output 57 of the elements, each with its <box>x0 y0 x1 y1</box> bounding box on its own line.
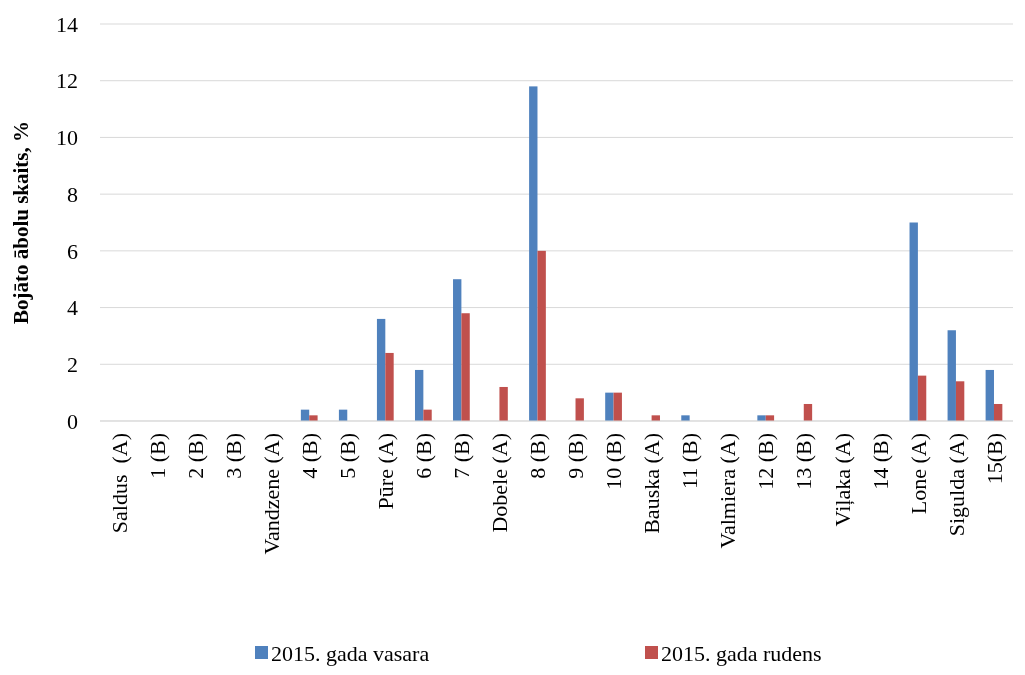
bar <box>414 369 424 421</box>
bar <box>955 381 965 421</box>
bar <box>309 415 318 421</box>
bar <box>537 250 546 421</box>
x-tick-label: Sigulda (A) <box>943 433 969 537</box>
x-tick-label: 4 (B) <box>296 433 322 479</box>
bar <box>993 403 1003 421</box>
bar <box>575 398 584 421</box>
x-tick-label: Valmiera (A) <box>715 433 741 549</box>
x-tick-label: 9 (B) <box>563 433 589 479</box>
bar <box>917 375 927 421</box>
x-tick-label: 6 (B) <box>411 433 437 479</box>
legend-label: 2015. gada vasara <box>271 640 430 666</box>
bar <box>499 386 508 421</box>
x-tick-label: 15(B) <box>981 433 1007 485</box>
x-tick-label: 11 (B) <box>677 433 703 490</box>
x-tick-label: 2 (B) <box>182 433 208 479</box>
bar <box>681 415 690 421</box>
x-tick-label: Bauska (A) <box>639 433 665 534</box>
bar <box>453 279 462 421</box>
bar <box>423 409 432 421</box>
x-tick-label: 1 (B) <box>144 433 170 479</box>
bar <box>803 403 813 421</box>
x-tick-label: Lone (A) <box>905 433 931 515</box>
bar <box>613 392 622 421</box>
x-tick-label: Saldus (A) <box>106 433 132 534</box>
y-tick-label: 14 <box>56 11 78 37</box>
bar <box>529 86 538 421</box>
bar <box>461 313 470 421</box>
y-tick-label: 4 <box>67 295 78 321</box>
x-tick-label: 10 (B) <box>601 433 627 490</box>
x-tick-label: 14 (B) <box>867 433 893 490</box>
x-tick-label: Vandzene (A) <box>258 433 284 555</box>
legend-label: 2015. gada rudens <box>661 640 822 666</box>
bar <box>947 330 956 421</box>
bar <box>909 222 918 421</box>
bar <box>385 352 394 421</box>
x-tick-label: Dobele (A) <box>487 433 513 533</box>
y-axis-title: Bojāto ābolu skaits, % <box>9 120 33 325</box>
x-tick-label: 5 (B) <box>334 433 360 479</box>
bar <box>757 415 766 421</box>
y-tick-label: 2 <box>67 351 78 377</box>
x-tick-label: 7 (B) <box>449 433 475 479</box>
bar <box>605 392 614 421</box>
bar <box>985 369 994 421</box>
y-tick-label: 0 <box>67 408 78 434</box>
bar <box>376 318 386 421</box>
y-tick-label: 12 <box>56 68 78 94</box>
x-tick-label: 8 (B) <box>525 433 551 479</box>
y-tick-label: 8 <box>67 181 78 207</box>
x-tick-label: Pūre (A) <box>373 433 399 510</box>
y-tick-label: 6 <box>67 238 78 264</box>
x-tick-label: 12 (B) <box>753 433 779 490</box>
y-tick-label: 10 <box>56 125 78 151</box>
x-tick-label: 13 (B) <box>791 433 817 490</box>
x-tick-label: Viļaka (A) <box>829 433 855 527</box>
x-tick-label: 3 (B) <box>220 433 246 479</box>
